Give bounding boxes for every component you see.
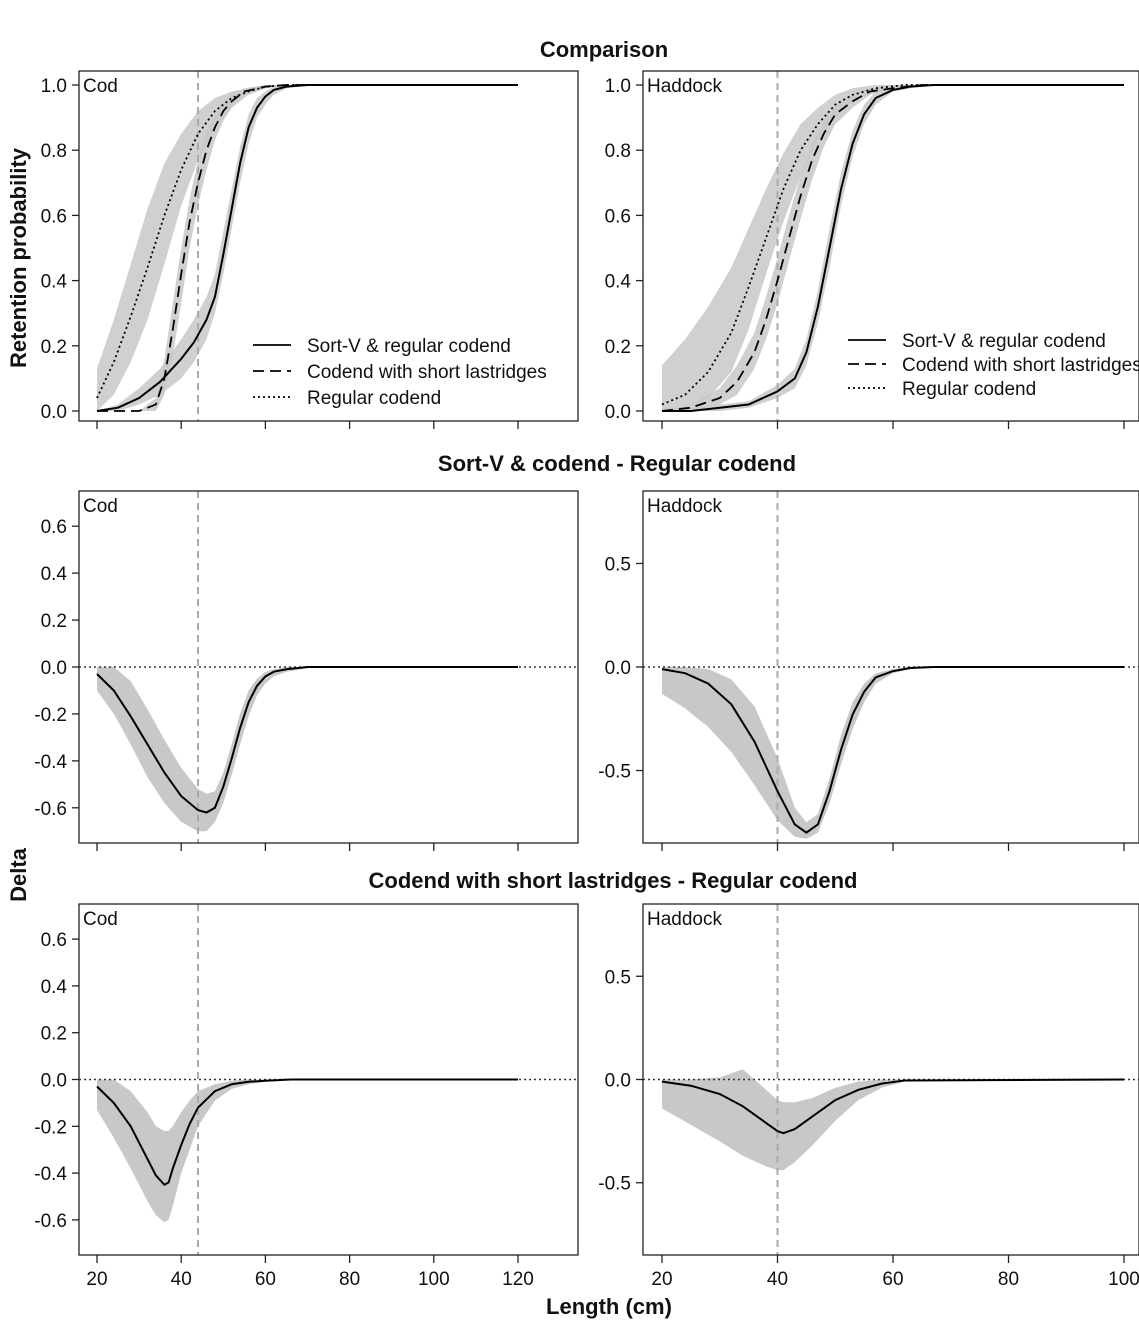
lastridges-delta-cod-y-tick-label: -0.4 [34, 1164, 67, 1185]
lastridges-delta-cod-y-tick-label: 0.4 [41, 977, 68, 998]
y-axis-title-retention: Retention probability [6, 147, 31, 368]
row-title-sortv-delta: Sort-V & codend - Regular codend [438, 451, 796, 476]
comparison-haddock-frame [642, 70, 1139, 422]
lastridges-delta-cod-y-tick-label: 0.6 [41, 930, 67, 951]
sortv-delta-cod-y-tick-label: -0.4 [34, 752, 67, 773]
lastridges-delta-cod-y-tick-label: -0.2 [34, 1117, 67, 1138]
comparison-haddock-line-sort-v-regular-codend [662, 84, 1124, 412]
lastridges-delta-cod-confidence-band-0 [97, 1079, 518, 1223]
lastridges-delta-haddock-y-tick-label: 0.0 [605, 1071, 631, 1092]
lastridges-delta-cod-label: Cod [83, 909, 118, 930]
comparison-haddock-line-regular-codend [661, 84, 1124, 406]
comparison-cod-y-tick-label: 0.6 [41, 206, 67, 227]
comparison-cod-line-codend-with-short-lastridges [97, 84, 518, 412]
comparison-haddock-legend-text: Regular codend [902, 379, 1036, 400]
x-axis-title: Length (cm) [546, 1294, 672, 1319]
sortv-delta-cod-line-delta [96, 666, 518, 814]
lastridges-delta-haddock-x-tick-label: 20 [651, 1269, 672, 1290]
lastridges-delta-haddock-x-tick-label: 60 [882, 1269, 903, 1290]
comparison-cod-y-tick-label: 0.0 [41, 402, 67, 423]
lastridges-delta-haddock-x-tick-label: 100 [1108, 1269, 1139, 1290]
lastridges-delta-haddock-label: Haddock [647, 909, 722, 930]
sortv-delta-haddock-y-tick-label: 0.5 [605, 554, 631, 575]
sortv-delta-haddock-label: Haddock [647, 496, 722, 517]
lastridges-delta-cod-x-tick-label: 80 [339, 1269, 360, 1290]
lastridges-delta-cod-x-tick-label: 20 [86, 1269, 107, 1290]
lastridges-delta-cod-line-delta [96, 1078, 518, 1187]
row-title-lastridges-delta: Codend with short lastridges - Regular c… [369, 868, 858, 893]
comparison-cod-legend-text: Regular codend [307, 388, 441, 409]
lastridges-delta-haddock-panel: Haddock -0.5 0.0 0.5 20 40 60 80 100 [598, 903, 1139, 1290]
lastridges-delta-cod-x-tick-label: 40 [171, 1269, 192, 1290]
sortv-delta-cod-y-tick-label: -0.2 [34, 705, 67, 726]
comparison-cod-y-tick-label: 0.2 [41, 337, 67, 358]
comparison-cod-confidence-band-codend-with-short-lastridges [97, 85, 518, 411]
lastridges-delta-cod-panel: Cod -0.6 -0.4 -0.2 0.0 0.2 0.4 0.6 20 40 60 80 100 12… [34, 903, 579, 1290]
sortv-delta-cod-y-tick-label: -0.6 [34, 799, 67, 820]
comparison-haddock-y-tick-label: 1.0 [605, 76, 631, 97]
lastridges-delta-cod-x-tick-label: 100 [418, 1269, 450, 1290]
lastridges-delta-cod-y-tick-label: 0.2 [41, 1024, 67, 1045]
comparison-haddock-legend-text: Sort-V & regular codend [902, 331, 1106, 352]
y-axis-title-delta: Delta [6, 847, 31, 902]
lastridges-delta-haddock-x-tick-label: 40 [767, 1269, 788, 1290]
sortv-delta-haddock-confidence-band-0 [662, 667, 1124, 839]
comparison-haddock-y-tick-label: 0.6 [605, 206, 631, 227]
comparison-haddock-panel: Haddock 0.0 0.2 0.4 0.6 0.8 1.0 Sort-V & regula… [605, 70, 1139, 429]
comparison-haddock-confidence-band-regular-codend [662, 85, 1124, 411]
comparison-cod-confidence-band-sort-v-regular-codend [97, 85, 518, 411]
lastridges-delta-haddock-y-tick-label: -0.5 [598, 1174, 631, 1195]
sortv-delta-cod-panel: Cod -0.6 -0.4 -0.2 0.0 0.2 0.4 0.6 [34, 490, 579, 851]
lastridges-delta-haddock-line-delta [661, 1078, 1125, 1135]
comparison-cod-y-tick-label: 0.4 [41, 272, 68, 293]
lastridges-delta-cod-y-tick-label: -0.6 [34, 1211, 67, 1232]
sortv-delta-cod-y-tick-label: 0.6 [41, 517, 67, 538]
row-title-comparison: Comparison [540, 37, 668, 62]
comparison-haddock-y-tick-label: 0.4 [605, 272, 632, 293]
comparison-haddock-line-codend-with-short-lastridges [661, 84, 1124, 412]
sortv-delta-cod-y-tick-label: 0.0 [41, 658, 67, 679]
comparison-haddock-y-tick-label: 0.0 [605, 402, 631, 423]
comparison-haddock-y-tick-label: 0.2 [605, 337, 631, 358]
comparison-cod-frame [78, 70, 579, 422]
sortv-delta-haddock-panel: Haddock -0.5 0.0 0.5 [598, 490, 1139, 851]
sortv-delta-cod-label: Cod [83, 496, 118, 517]
sortv-delta-haddock-y-tick-label: -0.5 [598, 762, 631, 783]
comparison-haddock-y-tick-label: 0.8 [605, 141, 631, 162]
lastridges-delta-haddock-y-tick-label: 0.5 [605, 967, 631, 988]
lastridges-delta-cod-y-tick-label: 0.0 [41, 1071, 67, 1092]
sortv-delta-cod-confidence-band-0 [97, 667, 518, 832]
sortv-delta-haddock-line-delta [661, 666, 1124, 834]
comparison-cod-legend-text: Codend with short lastridges [307, 362, 547, 383]
comparison-haddock-label: Haddock [647, 76, 722, 97]
comparison-cod-label: Cod [83, 76, 118, 97]
comparison-haddock-legend-text: Codend with short lastridges [902, 355, 1139, 376]
sortv-delta-cod-y-tick-label: 0.4 [41, 564, 68, 585]
lastridges-delta-cod-x-tick-label: 120 [502, 1269, 534, 1290]
lastridges-delta-haddock-confidence-band-0 [662, 1069, 1124, 1171]
sortv-delta-cod-y-tick-label: 0.2 [41, 611, 67, 632]
sortv-delta-haddock-y-tick-label: 0.0 [605, 658, 631, 679]
comparison-cod-y-tick-label: 0.8 [41, 141, 67, 162]
lastridges-delta-cod-x-tick-label: 60 [255, 1269, 276, 1290]
comparison-cod-y-tick-label: 1.0 [41, 76, 67, 97]
comparison-cod-panel: Cod 0.0 0.2 0.4 0.6 0.8 1.0 Sort-V & regular co… [41, 70, 579, 429]
lastridges-delta-haddock-x-tick-label: 80 [998, 1269, 1019, 1290]
comparison-cod-legend-text: Sort-V & regular codend [307, 336, 511, 357]
comparison-cod-line-sort-v-regular-codend [96, 84, 518, 412]
